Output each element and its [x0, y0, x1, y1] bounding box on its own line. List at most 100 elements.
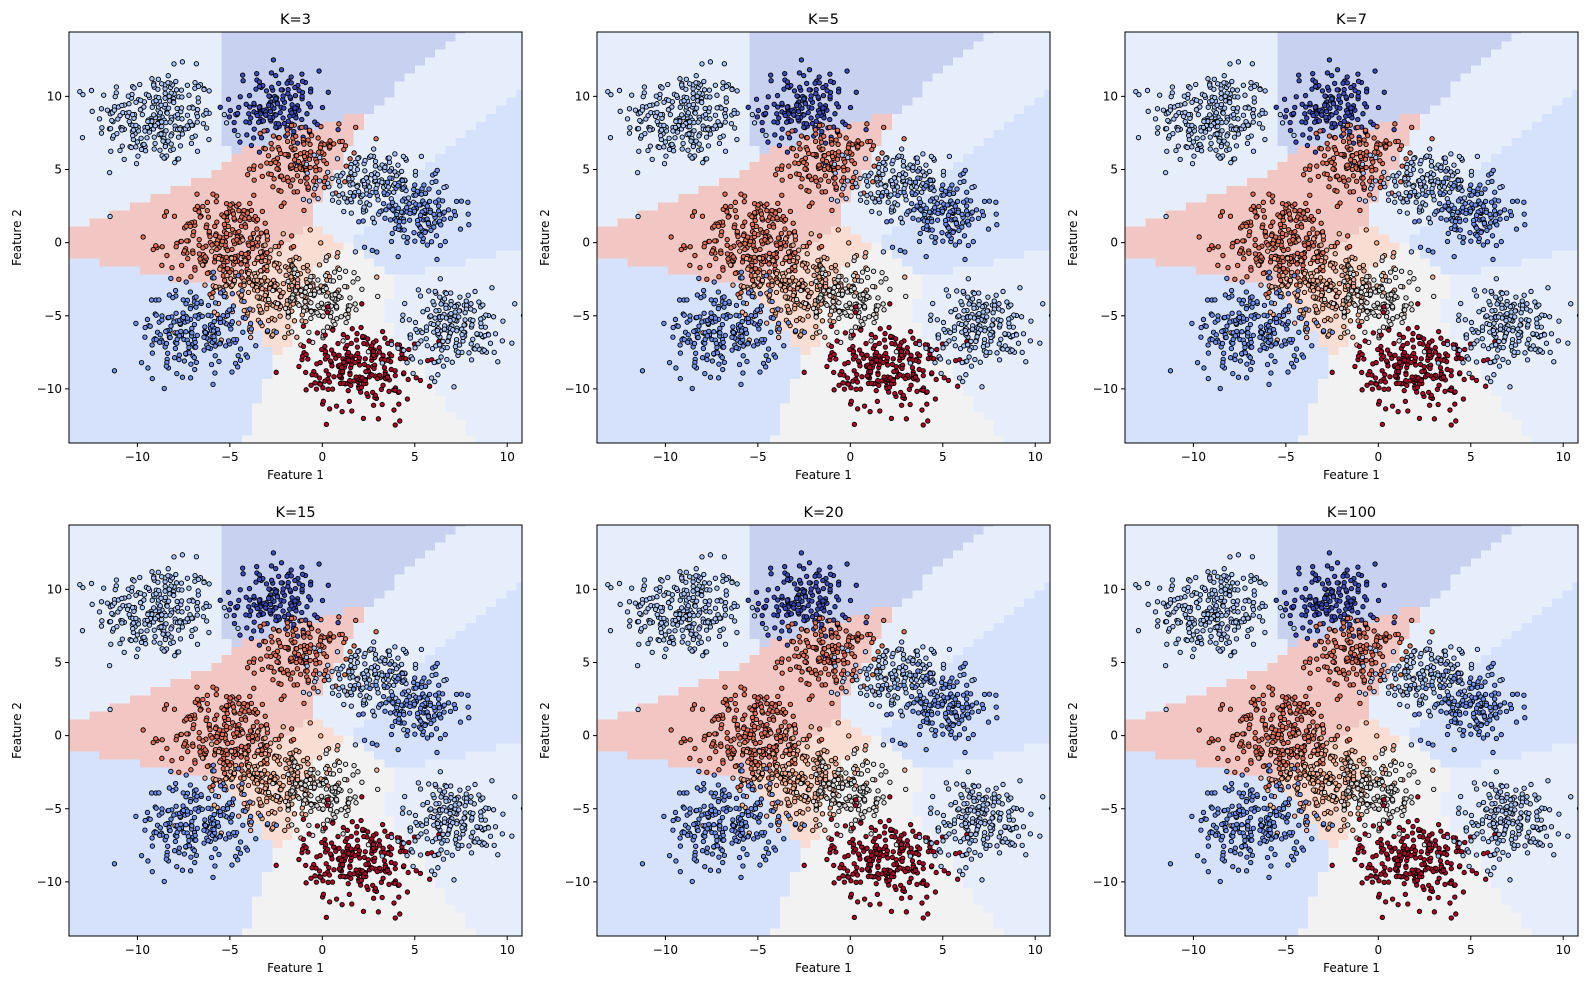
- region-cell: [607, 257, 618, 267]
- region-cell: [323, 32, 334, 42]
- region-cell: [191, 225, 202, 235]
- region-cell: [516, 32, 522, 42]
- region-cell: [394, 40, 406, 50]
- data-point: [294, 189, 301, 195]
- region-cell: [119, 32, 131, 34]
- data-point: [165, 314, 172, 321]
- region-cell: [119, 354, 131, 364]
- data-point: [434, 327, 441, 334]
- region-cell: [353, 233, 365, 243]
- region-cell: [353, 121, 365, 130]
- region-cell: [79, 418, 90, 428]
- region-cell: [333, 56, 345, 66]
- region-cell: [262, 209, 273, 219]
- data-point: [413, 375, 419, 381]
- region-cell: [69, 209, 80, 219]
- data-point: [295, 158, 302, 165]
- region-cell: [252, 346, 263, 356]
- region-cell: [201, 81, 212, 90]
- region-cell: [445, 64, 457, 74]
- region-cell: [282, 378, 294, 388]
- region-cell: [323, 338, 334, 348]
- region-cell: [343, 137, 355, 146]
- region-cell: [465, 402, 477, 412]
- region-cell: [109, 161, 121, 171]
- region-cell: [119, 426, 131, 436]
- region-cell: [241, 64, 253, 74]
- region-cell: [353, 81, 365, 90]
- region-cell: [374, 266, 385, 275]
- region-cell: [506, 48, 518, 58]
- region-cell: [465, 274, 477, 283]
- region-cell: [658, 225, 669, 235]
- region-cell: [313, 257, 324, 267]
- data-point: [322, 343, 328, 350]
- region-cell: [637, 330, 649, 340]
- data-point: [236, 207, 242, 214]
- data-point: [329, 175, 335, 182]
- region-cell: [109, 314, 121, 323]
- region-cell: [292, 201, 304, 211]
- region-cell: [607, 169, 618, 179]
- region-cell: [313, 40, 324, 50]
- data-point: [270, 57, 277, 63]
- region-cell: [180, 97, 192, 106]
- region-cell: [221, 153, 233, 163]
- region-cell: [89, 32, 101, 34]
- data-point: [237, 346, 244, 352]
- region-cell: [506, 169, 518, 179]
- data-point: [368, 153, 374, 159]
- region-cell: [475, 193, 487, 203]
- region-cell: [333, 129, 345, 138]
- region-cell: [302, 233, 314, 243]
- region-cell: [231, 386, 243, 396]
- region-cell: [506, 410, 518, 420]
- region-cell: [678, 32, 690, 42]
- region-cell: [363, 56, 375, 66]
- region-cell: [353, 225, 365, 235]
- region-cell: [516, 185, 522, 195]
- data-point: [314, 310, 320, 316]
- region-cell: [180, 137, 192, 146]
- data-point: [168, 323, 174, 329]
- region-cell: [130, 32, 141, 42]
- region-cell: [404, 97, 416, 106]
- data-point: [168, 141, 174, 147]
- region-cell: [516, 161, 522, 171]
- region-cell: [69, 32, 80, 42]
- region-cell: [678, 274, 690, 283]
- data-point: [180, 314, 187, 321]
- data-point: [352, 159, 358, 166]
- region-cell: [119, 257, 131, 267]
- region-cell: [99, 40, 111, 50]
- data-point: [343, 163, 349, 169]
- region-cell: [252, 153, 263, 163]
- region-cell: [678, 89, 690, 98]
- region-cell: [221, 322, 233, 331]
- region-cell: [363, 81, 375, 90]
- region-cell: [201, 418, 212, 428]
- region-cell: [109, 410, 121, 420]
- region-cell: [637, 209, 649, 219]
- region-cell: [69, 410, 80, 420]
- region-cell: [485, 89, 497, 98]
- region-cell: [647, 225, 659, 235]
- region-cell: [496, 298, 507, 307]
- region-cell: [627, 402, 639, 412]
- data-point: [328, 347, 335, 353]
- data-point: [193, 61, 200, 67]
- data-point: [293, 254, 299, 260]
- data-point: [392, 368, 398, 374]
- data-point: [186, 92, 192, 98]
- data-point: [119, 127, 125, 133]
- region-cell: [496, 32, 507, 42]
- region-cell: [79, 121, 90, 130]
- region-cell: [180, 322, 192, 331]
- region-cell: [69, 370, 80, 380]
- region-cell: [313, 394, 324, 404]
- region-cell: [201, 225, 212, 235]
- region-cell: [455, 354, 467, 364]
- data-point: [176, 333, 182, 339]
- data-point: [380, 200, 387, 207]
- region-cell: [140, 426, 151, 436]
